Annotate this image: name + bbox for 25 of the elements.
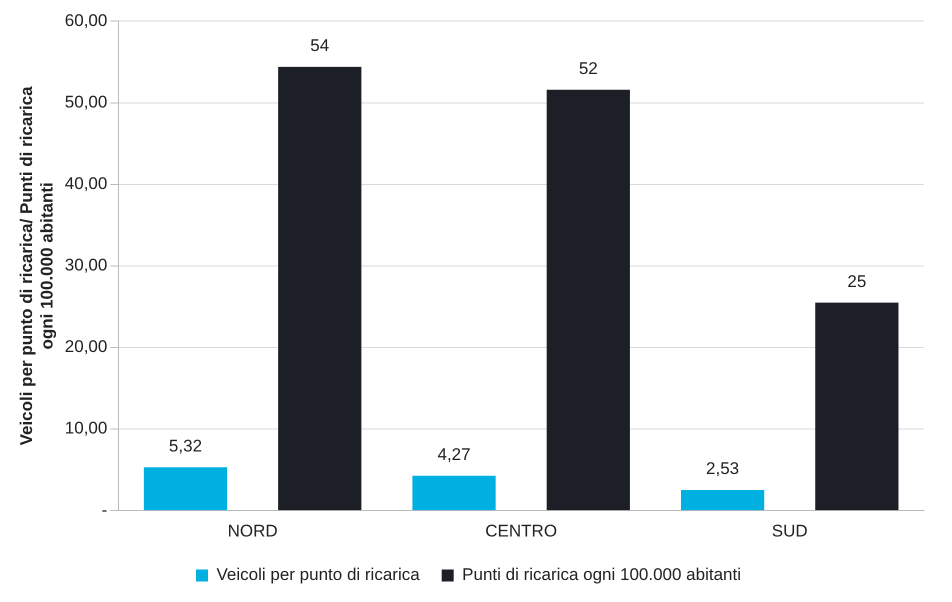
y-tick-label: 20,00 [64, 337, 108, 356]
data-label: 4,27 [437, 444, 471, 464]
data-label: 52 [578, 58, 598, 78]
bar [278, 66, 362, 510]
data-label: 25 [847, 272, 866, 291]
data-label: 5,32 [168, 436, 202, 456]
bar [815, 302, 898, 510]
data-label: 2,53 [706, 459, 740, 478]
data-label: 54 [310, 36, 330, 56]
bar [546, 90, 630, 510]
y-tick-label: 10,00 [64, 418, 108, 438]
y-tick-label: - [102, 500, 108, 520]
y-tick-label: 50,00 [64, 92, 108, 112]
bar [144, 467, 228, 510]
x-tick-label: CENTRO [485, 521, 558, 540]
legend-label: Punti di ricarica ogni 100.000 abitanti [462, 565, 741, 584]
bar [680, 490, 764, 510]
y-axis-title: Veicoli per punto di ricarica/ Punti di ricarica ogni 100.000 abitanti [16, 86, 56, 446]
y-tick-label: 30,00 [64, 256, 108, 275]
bar [412, 476, 496, 510]
x-tick-label: SUD [772, 521, 808, 540]
x-tick-label: NORD [228, 521, 278, 540]
y-tick-label: 40,00 [64, 174, 108, 194]
y-tick-label: 60,00 [64, 10, 108, 30]
legend-label: Veicoli per punto di ricarica [216, 565, 420, 584]
